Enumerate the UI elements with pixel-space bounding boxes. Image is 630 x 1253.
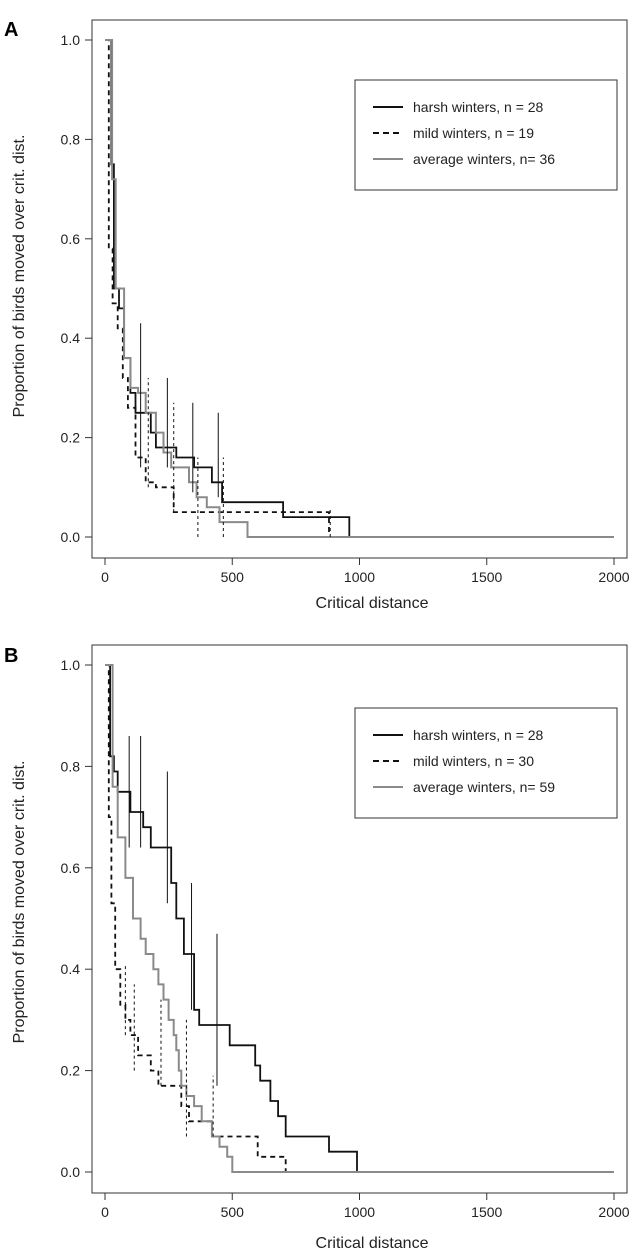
legend-label: average winters, n= 36 <box>413 151 555 167</box>
y-axis-title: Proportion of birds moved over crit. dis… <box>11 135 28 418</box>
x-tick-label: 1500 <box>471 1204 502 1220</box>
y-tick-label: 0.4 <box>61 330 81 346</box>
x-tick-label: 2000 <box>598 1204 629 1220</box>
legend-label: harsh winters, n = 28 <box>413 727 544 743</box>
series-line-2 <box>105 39 614 538</box>
y-tick-label: 0.0 <box>61 529 81 545</box>
legend-box <box>354 707 618 819</box>
legend-box <box>354 79 618 191</box>
y-tick-label: 0.6 <box>61 860 81 876</box>
y-tick-label: 0.4 <box>61 961 81 977</box>
x-tick-label: 2000 <box>598 569 629 585</box>
series-line-1 <box>105 664 614 1173</box>
legend: harsh winters, n = 28 mild winters, n = 1… <box>354 79 618 191</box>
plot-area: 0 500 1000 1500 2000 0.0 0.2 0.4 0.6 0.8 1.0 harsh … <box>61 644 630 1220</box>
legend-label: harsh winters, n = 28 <box>413 99 544 115</box>
x-tick-label: 1000 <box>344 569 375 585</box>
y-tick-label: 0.6 <box>61 231 81 247</box>
legend-label: mild winters, n = 30 <box>413 753 534 769</box>
y-axis-title: Proportion of birds moved over crit. dis… <box>11 761 28 1044</box>
x-axis-title: Critical distance <box>316 1235 429 1252</box>
x-tick-label: 1000 <box>344 1204 375 1220</box>
panel-letter: A <box>4 19 18 41</box>
y-tick-label: 0.8 <box>61 131 81 147</box>
legend-label: average winters, n= 59 <box>413 779 555 795</box>
series-line-3 <box>105 664 614 1173</box>
x-tick-label: 0 <box>101 569 109 585</box>
y-tick-label: 0.2 <box>61 1063 81 1079</box>
chart-panel-b: B 0 500 1000 1500 2000 0.0 0.2 0.4 0.6 0.8 1.0 hars… <box>4 644 630 1252</box>
plot-area: 0 500 1000 1500 2000 0.0 0.2 0.4 0.6 0.8 1.0 harsh … <box>61 19 630 585</box>
x-tick-label: 0 <box>101 1204 109 1220</box>
panel-letter: B <box>4 645 18 667</box>
legend-label: mild winters, n = 19 <box>413 125 534 141</box>
x-axis-title: Critical distance <box>316 595 429 612</box>
legend: harsh winters, n = 28 mild winters, n = 3… <box>354 707 618 819</box>
chart-panel-a: A 0 500 1000 1500 2000 0.0 0.2 0.4 0.6 0.8 1.0 hars… <box>4 19 630 612</box>
y-tick-label: 0.2 <box>61 430 81 446</box>
x-tick-label: 1500 <box>471 569 502 585</box>
y-tick-label: 0.8 <box>61 758 81 774</box>
y-tick-label: 1.0 <box>61 32 81 48</box>
y-tick-label: 1.0 <box>61 657 81 673</box>
series-line-3 <box>105 39 614 538</box>
x-tick-label: 500 <box>221 1204 245 1220</box>
x-tick-label: 500 <box>221 569 245 585</box>
y-tick-label: 0.0 <box>61 1164 81 1180</box>
series-line-2 <box>105 664 614 1173</box>
